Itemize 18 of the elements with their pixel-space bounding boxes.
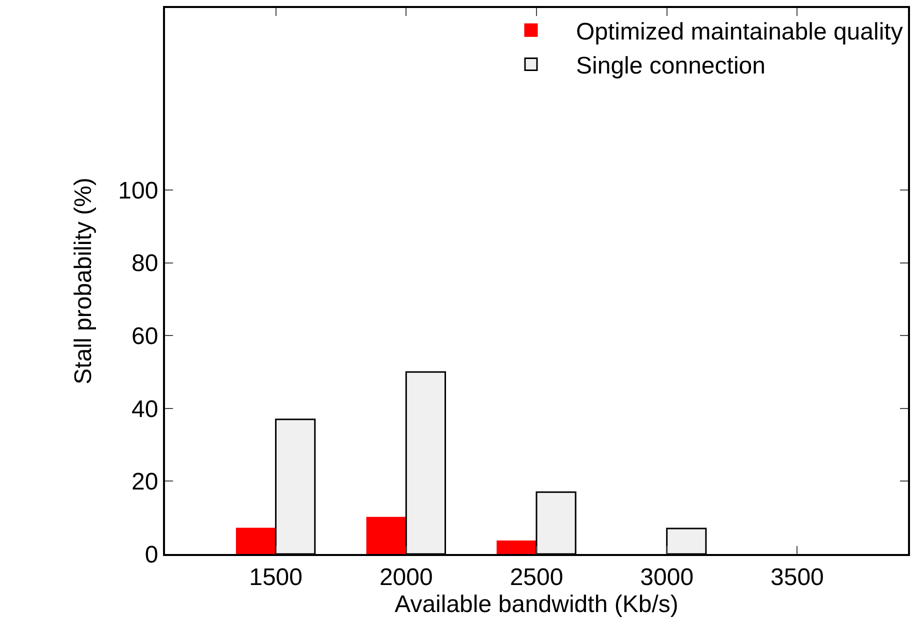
legend-label: Optimized maintainable quality xyxy=(576,18,903,46)
legend-label: Single connection xyxy=(576,52,766,80)
y-tick-label: 20 xyxy=(131,468,158,496)
x-tick-label: 3500 xyxy=(770,564,824,591)
x-tick-label: 2000 xyxy=(379,564,433,591)
y-tick-label: 80 xyxy=(131,250,158,278)
y-tick-label: 60 xyxy=(131,323,158,350)
y-tick-label: 100 xyxy=(118,177,158,204)
y-axis-title: Stall probability (%) xyxy=(70,178,97,384)
bar xyxy=(366,516,407,554)
bar xyxy=(496,540,538,554)
y-tick-label: 0 xyxy=(144,541,158,568)
x-axis-title: Available bandwidth (Kb/s) xyxy=(394,590,678,618)
x-tick-label: 2500 xyxy=(510,564,564,591)
x-tick-label: 1500 xyxy=(249,564,302,591)
y-tick-label: 40 xyxy=(131,396,158,423)
x-tick-label: 3000 xyxy=(640,564,694,591)
bar xyxy=(236,528,277,554)
